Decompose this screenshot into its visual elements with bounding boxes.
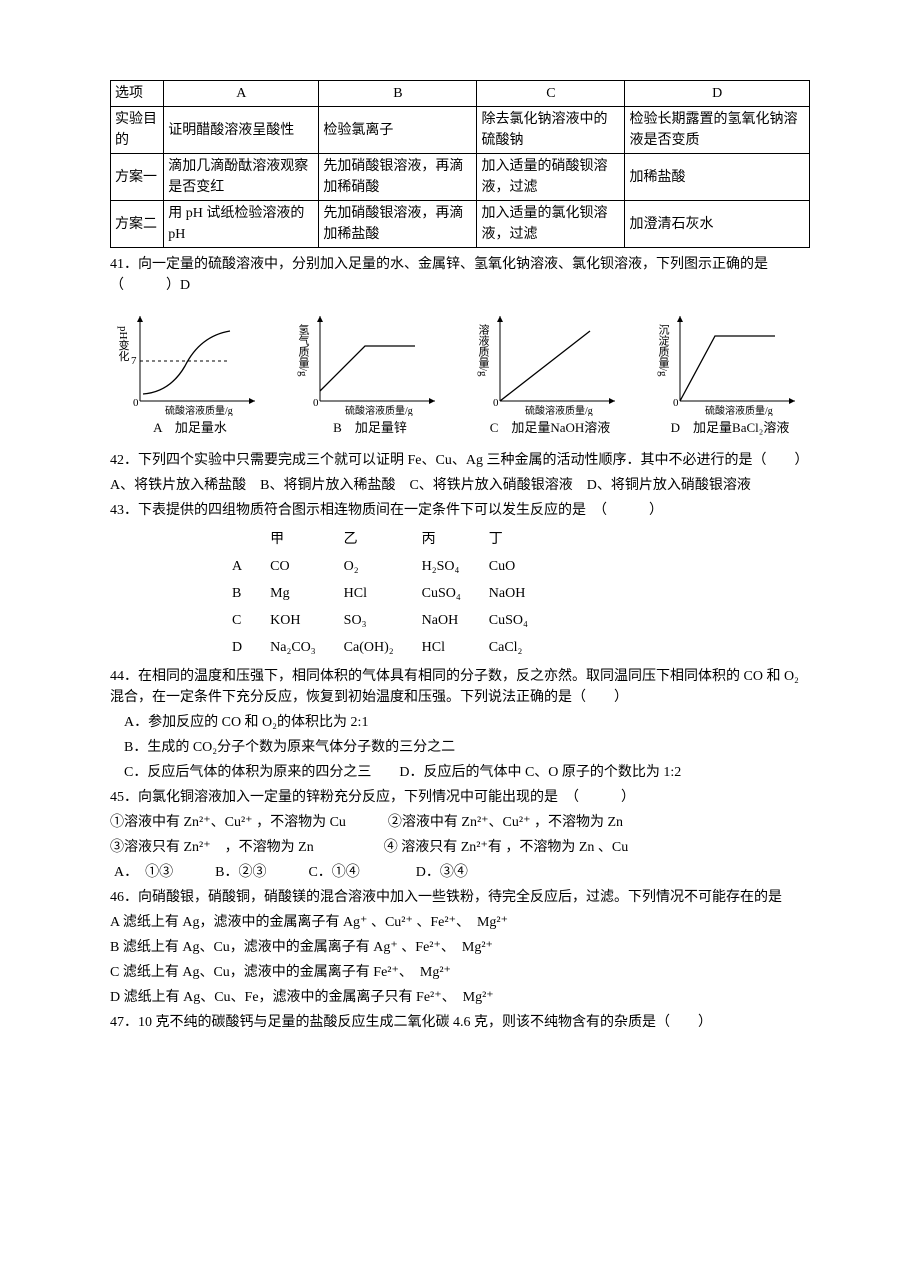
th: A: [164, 81, 319, 107]
cell: Mg: [270, 581, 342, 606]
experiment-table: 选项 A B C D 实验目的 证明醋酸溶液呈酸性 检验氯离子 除去氯化钠溶液中…: [110, 80, 810, 248]
q42-opts: A、将铁片放入稀盐酸 B、将铜片放入稀盐酸 C、将铁片放入硝酸银溶液 D、将铜片…: [110, 475, 810, 496]
cell: CuSO₄: [489, 608, 554, 633]
svg-text:氢气质量/g: 氢气质量/g: [297, 323, 310, 377]
cell: 先加硝酸银溶液，再滴加稀盐酸: [319, 201, 477, 248]
cell: D: [232, 635, 268, 660]
q41-stem: 41．向一定量的硫酸溶液中，分别加入足量的水、金属锌、氢氧化钠溶液、氯化钡溶液，…: [110, 254, 810, 296]
cell: [232, 527, 268, 552]
chart-b-caption: B 加足量锌: [290, 418, 450, 438]
cell: HCl: [344, 581, 420, 606]
q44-b: B．生成的 CO₂分子个数为原来气体分子数的三分之二: [110, 737, 810, 758]
cell: CuSO₄: [422, 581, 487, 606]
svg-text:0: 0: [133, 397, 139, 409]
svg-text:0: 0: [493, 397, 499, 409]
svg-text:溶液质量/g: 溶液质量/g: [477, 323, 490, 377]
table-row: 方案一 滴加几滴酚酞溶液观察是否变红 先加硝酸银溶液，再滴加稀硝酸 加入适量的硝…: [111, 154, 810, 201]
cell: HCl: [422, 635, 487, 660]
th: D: [625, 81, 810, 107]
xlabel: 硫酸溶液质量/g: [165, 404, 233, 416]
svg-text:7: 7: [131, 355, 137, 367]
cell: NaOH: [422, 608, 487, 633]
q46-d: D 滤纸上有 Ag、Cu、Fe，滤液中的金属离子只有 Fe²⁺、 Mg²⁺: [110, 987, 810, 1008]
cell: 甲: [270, 527, 342, 552]
chart-d: 沉淀质量/g 0 硫酸溶液质量/g D 加足量BaCl₂溶液: [650, 306, 810, 438]
cell: NaOH: [489, 581, 554, 606]
chart-b: 氢气质量/g 0 硫酸溶液质量/g B 加足量锌: [290, 306, 450, 438]
th: 选项: [111, 81, 164, 107]
cell: 加稀盐酸: [625, 154, 810, 201]
cell: Ca(OH)₂: [344, 635, 420, 660]
svg-text:沉淀质量/g: 沉淀质量/g: [657, 324, 670, 377]
svg-text:硫酸溶液质量/g: 硫酸溶液质量/g: [705, 404, 773, 416]
cell: 证明醋酸溶液呈酸性: [164, 107, 319, 154]
cell: 加入适量的氯化钡溶液，过滤: [477, 201, 625, 248]
cell: 加澄清石灰水: [625, 201, 810, 248]
cell: Na₂CO₃: [270, 635, 342, 660]
cell: KOH: [270, 608, 342, 633]
q47-stem: 47．10 克不纯的碳酸钙与足量的盐酸反应生成二氧化碳 4.6 克，则该不纯物含…: [110, 1012, 810, 1033]
cell: C: [232, 608, 268, 633]
cell: H₂SO₄: [422, 554, 487, 579]
q42-stem: 42．下列四个实验中只需要完成三个就可以证明 Fe、Cu、Ag 三种金属的活动性…: [110, 450, 810, 471]
cell: 方案二: [111, 201, 164, 248]
cell: 丁: [489, 527, 554, 552]
q45-l2: ③溶液只有 Zn²⁺ ，不溶物为 Zn ④ 溶液只有 Zn²⁺有 ，不溶物为 Z…: [110, 837, 810, 858]
chart-a-caption: A 加足量水: [110, 418, 270, 438]
cell: 用 pH 试纸检验溶液的 pH: [164, 201, 319, 248]
svg-text:硫酸溶液质量/g: 硫酸溶液质量/g: [525, 404, 593, 416]
cell: 实验目的: [111, 107, 164, 154]
table-header-row: 选项 A B C D: [111, 81, 810, 107]
svg-text:0: 0: [673, 397, 679, 409]
svg-text:pH变化: pH变化: [117, 326, 130, 362]
q45-opts: A． ①③ B．②③ C．①④ D．③④: [114, 862, 810, 883]
cell: O₂: [344, 554, 420, 579]
cell: B: [232, 581, 268, 606]
svg-text:硫酸溶液质量/g: 硫酸溶液质量/g: [345, 404, 413, 416]
q41-charts: pH变化 0 7 硫酸溶液质量/g A 加足量水 氢气质量/g 0 硫酸溶液质量…: [110, 306, 810, 438]
chart-a: pH变化 0 7 硫酸溶液质量/g A 加足量水: [110, 306, 270, 438]
th: B: [319, 81, 477, 107]
cell: SO₃: [344, 608, 420, 633]
q44-a: A．参加反应的 CO 和 O₂的体积比为 2:1: [110, 712, 810, 733]
chart-d-caption: D 加足量BaCl₂溶液: [650, 418, 810, 438]
cell: 检验长期露置的氢氧化钠溶液是否变质: [625, 107, 810, 154]
cell: 丙: [422, 527, 487, 552]
q44-stem: 44．在相同的温度和压强下，相同体积的气体具有相同的分子数，反之亦然。取同温同压…: [110, 666, 810, 708]
cell: CaCl₂: [489, 635, 554, 660]
cell: 除去氯化钠溶液中的硫酸钠: [477, 107, 625, 154]
q43-table: 甲 乙 丙 丁 ACOO₂H₂SO₄CuO BMgHClCuSO₄NaOH CK…: [230, 525, 556, 662]
cell: 检验氯离子: [319, 107, 477, 154]
q46-stem: 46．向硝酸银，硝酸铜，硝酸镁的混合溶液中加入一些铁粉，待完全反应后，过滤。下列…: [110, 887, 810, 908]
chart-c-caption: C 加足量NaOH溶液: [470, 418, 630, 438]
q43-stem: 43．下表提供的四组物质符合图示相连物质间在一定条件下可以发生反应的是 （ ）: [110, 500, 810, 521]
q46-c: C 滤纸上有 Ag、Cu，滤液中的金属离子有 Fe²⁺、 Mg²⁺: [110, 962, 810, 983]
table-row: 实验目的 证明醋酸溶液呈酸性 检验氯离子 除去氯化钠溶液中的硫酸钠 检验长期露置…: [111, 107, 810, 154]
cell: A: [232, 554, 268, 579]
cell: CO: [270, 554, 342, 579]
cell: 滴加几滴酚酞溶液观察是否变红: [164, 154, 319, 201]
cell: 先加硝酸银溶液，再滴加稀硝酸: [319, 154, 477, 201]
q44-cd: C．反应后气体的体积为原来的四分之三 D．反应后的气体中 C、O 原子的个数比为…: [110, 762, 810, 783]
q45-stem: 45．向氯化铜溶液加入一定量的锌粉充分反应，下列情况中可能出现的是 （ ）: [110, 787, 810, 808]
q46-a: A 滤纸上有 Ag，滤液中的金属离子有 Ag⁺ 、Cu²⁺ 、Fe²⁺、 Mg²…: [110, 912, 810, 933]
th: C: [477, 81, 625, 107]
cell: 方案一: [111, 154, 164, 201]
svg-text:0: 0: [313, 397, 319, 409]
cell: 加入适量的硝酸钡溶液，过滤: [477, 154, 625, 201]
q46-b: B 滤纸上有 Ag、Cu，滤液中的金属离子有 Ag⁺ 、Fe²⁺、 Mg²⁺: [110, 937, 810, 958]
table-row: 方案二 用 pH 试纸检验溶液的 pH 先加硝酸银溶液，再滴加稀盐酸 加入适量的…: [111, 201, 810, 248]
chart-c: 溶液质量/g 0 硫酸溶液质量/g C 加足量NaOH溶液: [470, 306, 630, 438]
q45-l1: ①溶液中有 Zn²⁺、Cu²⁺ ，不溶物为 Cu ②溶液中有 Zn²⁺、Cu²⁺…: [110, 812, 810, 833]
cell: 乙: [344, 527, 420, 552]
cell: CuO: [489, 554, 554, 579]
